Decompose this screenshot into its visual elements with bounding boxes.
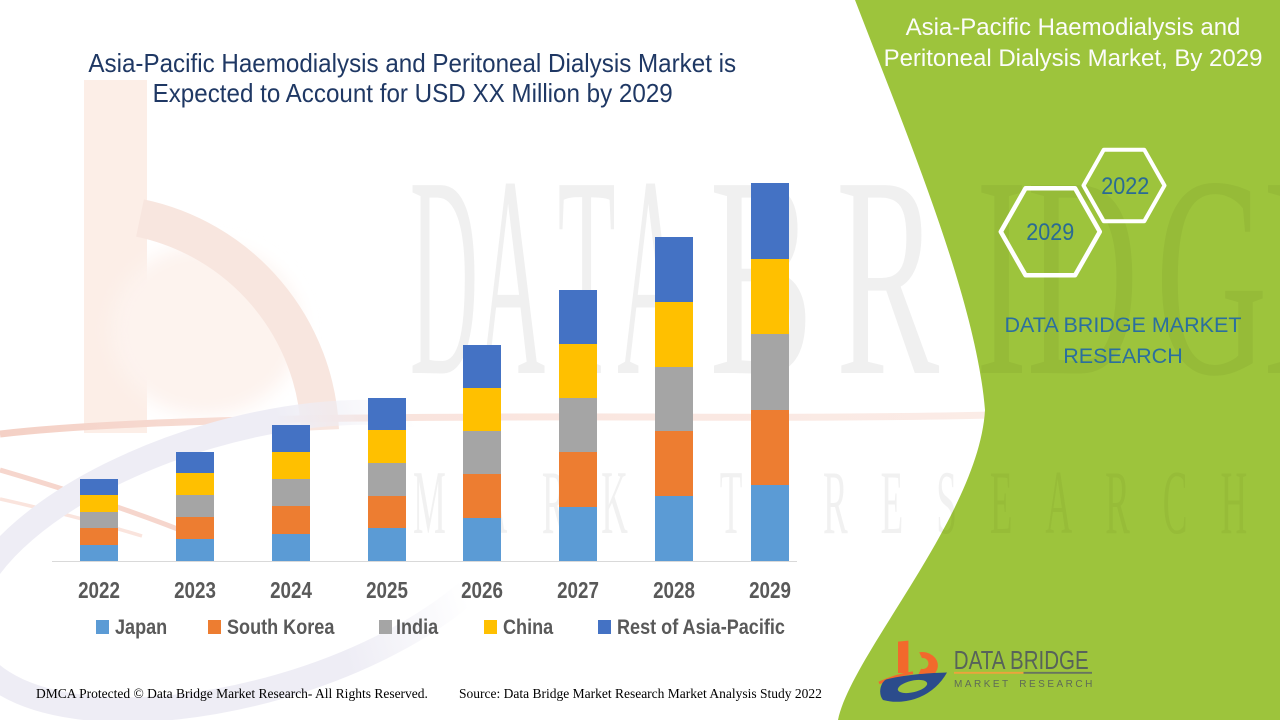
svg-text:MARKET RESEARCH: MARKET RESEARCH (954, 679, 1095, 690)
svg-text:DATA: DATA (410, 119, 686, 436)
svg-text:DATA BRIDGE: DATA BRIDGE (954, 645, 1089, 674)
